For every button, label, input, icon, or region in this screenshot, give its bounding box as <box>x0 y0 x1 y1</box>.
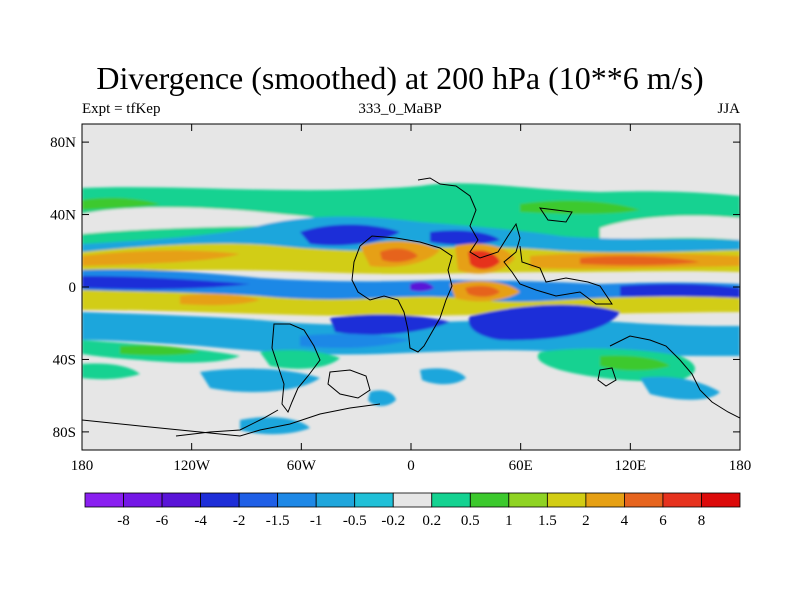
contour-band <box>380 248 418 263</box>
colorbar-label: 8 <box>698 513 706 529</box>
colorbar-label: 4 <box>621 513 629 529</box>
lat-tick-label: 0 <box>69 280 77 296</box>
colorbar-swatch <box>392 492 433 508</box>
map-title: Divergence (smoothed) at 200 hPa (10**6 … <box>96 60 704 96</box>
lat-tick-label: 40N <box>50 208 76 224</box>
colorbar-label: -4 <box>194 513 207 529</box>
lon-tick-label: 180 <box>71 458 94 474</box>
contour-band <box>420 368 466 385</box>
longitude-axis: 180 120W 60W 0 60E 120E 180 <box>71 124 752 474</box>
colorbar-label: -6 <box>156 513 169 529</box>
colorbar-swatch <box>662 492 702 508</box>
colorbar-label: -0.2 <box>381 513 405 529</box>
contour-band <box>82 197 160 210</box>
colorbar-label: 1.5 <box>538 513 557 529</box>
divergence-contours <box>82 183 740 435</box>
colorbar-swatch <box>546 492 587 508</box>
season-label: JJA <box>717 101 740 117</box>
contour-band <box>430 230 500 245</box>
experiment-label: Expt = tfKep <box>82 101 161 117</box>
lon-tick-label: 60E <box>509 458 533 474</box>
colorbar-label: -1 <box>310 513 323 529</box>
contour-band <box>410 281 434 292</box>
continent-outlines <box>82 177 740 437</box>
contour-band <box>600 355 670 371</box>
contour-band <box>330 314 450 335</box>
contour-band <box>82 250 240 266</box>
lat-tick-label: 40S <box>53 352 76 368</box>
contour-band <box>465 285 500 297</box>
colorbar-swatch <box>431 492 471 508</box>
colorbar: -8 -6 -4 -2 -1.5 -1 -0.5 -0.2 0.2 0.5 1 1.5 2 4 6 8 <box>84 492 741 529</box>
colorbar-label: 0.5 <box>461 513 480 529</box>
colorbar-label: 2 <box>582 513 590 529</box>
contour-band <box>120 345 200 356</box>
colorbar-swatch <box>161 492 201 508</box>
latitude-axis: 80N 40N 0 40S 80S <box>50 135 740 441</box>
colorbar-label: 6 <box>659 513 667 529</box>
map-plot-area <box>82 124 740 450</box>
contour-band <box>260 350 340 369</box>
contour-band <box>468 304 620 341</box>
colorbar-label: 1 <box>505 513 513 529</box>
colorbar-swatch <box>123 492 163 508</box>
contour-band <box>82 363 140 380</box>
colorbar-swatch <box>354 492 394 508</box>
colorbar-swatch <box>277 492 317 508</box>
colorbar-swatch <box>200 492 240 508</box>
contour-band <box>640 376 720 400</box>
lon-tick-label: 0 <box>407 458 415 474</box>
colorbar-label: 0.2 <box>422 513 441 529</box>
lon-tick-label: 120E <box>614 458 646 474</box>
contour-band <box>300 333 410 348</box>
contour-band <box>82 207 340 234</box>
colorbar-swatch <box>624 492 664 508</box>
lon-tick-label: 60W <box>287 458 317 474</box>
contour-band <box>520 200 640 214</box>
colorbar-label: -0.5 <box>343 513 367 529</box>
contour-band <box>82 276 250 290</box>
colorbar-swatch <box>585 492 625 508</box>
contour-band <box>368 390 396 406</box>
colorbar-swatch <box>84 492 124 508</box>
run-label: 333_0_MaBP <box>358 101 442 117</box>
colorbar-label: -8 <box>117 513 130 529</box>
contour-band <box>200 368 320 393</box>
colorbar-swatch <box>701 492 741 508</box>
contour-band <box>580 255 700 266</box>
contour-band <box>300 224 400 246</box>
contour-band <box>620 283 740 300</box>
lat-tick-label: 80S <box>53 425 76 441</box>
colorbar-swatch <box>238 492 279 508</box>
lat-tick-label: 80N <box>50 135 76 151</box>
colorbar-swatch <box>315 492 356 508</box>
colorbar-swatch <box>508 492 548 508</box>
lon-tick-label: 180 <box>729 458 752 474</box>
contour-band <box>180 293 260 306</box>
colorbar-label: -1.5 <box>266 513 290 529</box>
lon-tick-label: 120W <box>173 458 211 474</box>
colorbar-swatch <box>469 492 510 508</box>
contour-band <box>600 215 740 240</box>
colorbar-label: -2 <box>233 513 246 529</box>
